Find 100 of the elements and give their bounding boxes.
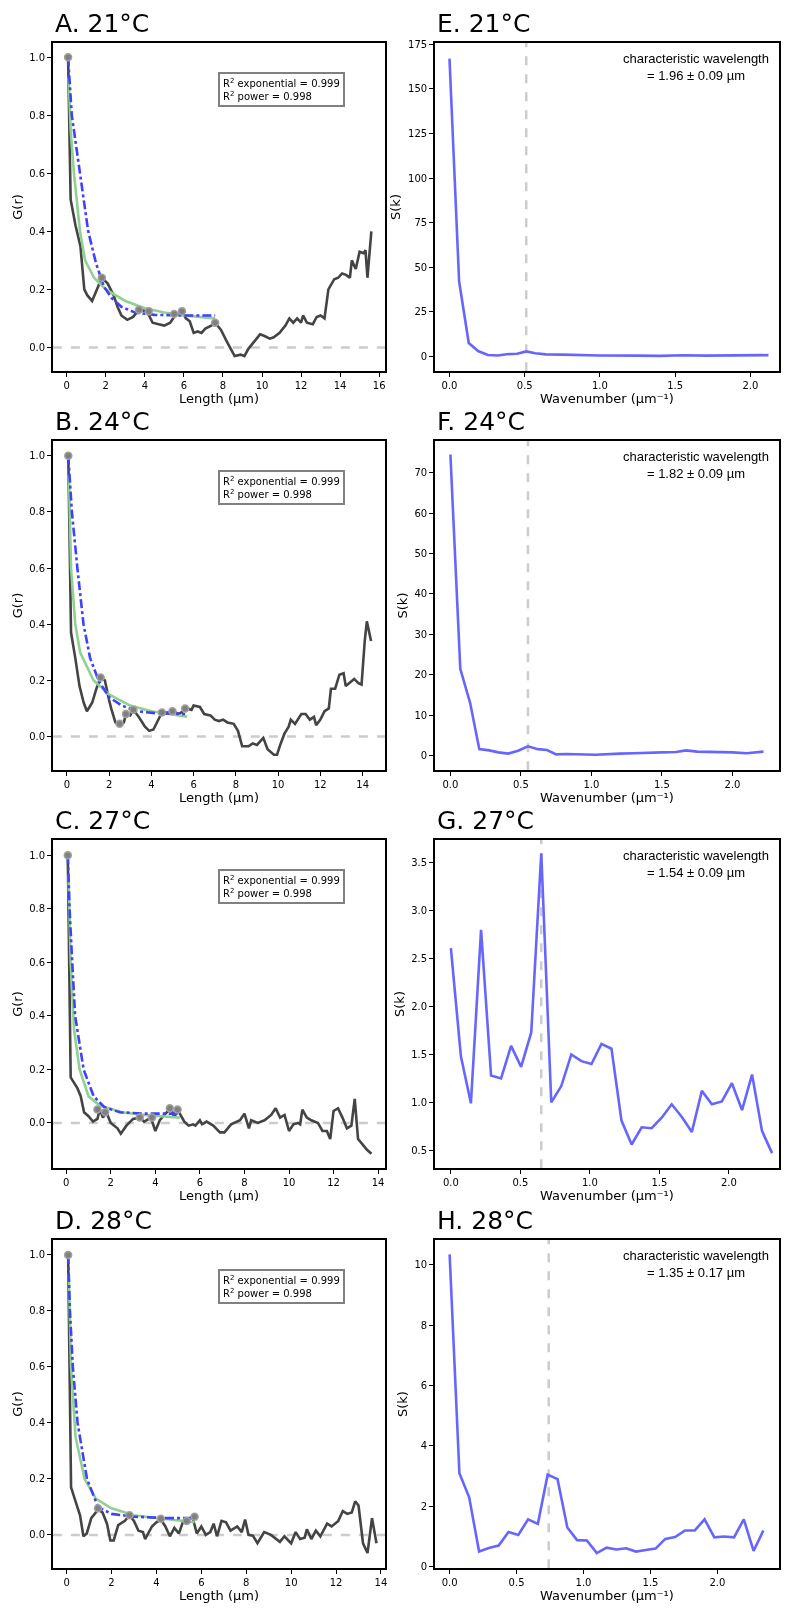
x-tick-label: 8 (219, 379, 227, 391)
y-tick-label: 0.4 (29, 1417, 46, 1429)
x-tick-label: 1.0 (575, 1576, 592, 1588)
y-tick-label: 50 (414, 548, 428, 560)
y-tick-label: 125 (408, 128, 428, 140)
point (93, 1105, 102, 1114)
x-tick-label: 0.5 (516, 379, 533, 391)
y-tick-label: 60 (414, 507, 428, 519)
chart-title: C. 27°C (55, 806, 151, 835)
point (125, 1511, 134, 1520)
x-tick-label: 0.5 (508, 1576, 525, 1588)
point (63, 1250, 73, 1260)
y-tick-label: 0.2 (29, 283, 46, 295)
x-tick-label: 2 (107, 1176, 114, 1188)
point (121, 709, 131, 719)
y-tick-label: 8 (420, 1319, 428, 1331)
chart-title: F. 24°C (437, 407, 526, 436)
point (180, 704, 190, 713)
x-tick-label: 0 (63, 1176, 70, 1188)
y-tick-label: 70 (414, 467, 428, 479)
y-tick-label: 10 (414, 709, 428, 721)
x-tick-label: 0.0 (442, 778, 459, 790)
x-tick-label: 14 (356, 778, 369, 790)
x-axis-title: Wavenumber (μm⁻¹) (540, 390, 674, 406)
x-tick-label: 6 (196, 1176, 204, 1188)
x-tick-label: 6 (190, 778, 197, 790)
point (100, 1108, 110, 1117)
x-tick-label: 12 (329, 1576, 343, 1588)
x-tick-label: 0.0 (442, 1176, 459, 1188)
x-tick-label: 0.0 (441, 1576, 458, 1588)
x-tick-label: 2.0 (724, 778, 741, 790)
y-tick-label: 6 (420, 1380, 428, 1392)
y-axis-title: S(k) (388, 194, 404, 220)
y-tick-label: 0.5 (411, 1144, 428, 1156)
y-axis-title: S(k) (394, 1391, 410, 1417)
y-tick-label: 3.0 (411, 905, 428, 917)
x-tick-label: 1.5 (642, 1576, 659, 1588)
annotation: R$^{2}$ exponential = 0.999 R$^{2}$ power = 0.998 (223, 874, 340, 900)
y-tick-label: 1.0 (29, 849, 46, 861)
point (182, 1516, 191, 1526)
y-tick-label: 0.0 (29, 730, 46, 742)
y-tick-label: 75 (414, 217, 428, 229)
y-tick-label: 0.2 (29, 674, 46, 686)
x-tick-label: 14 (371, 1176, 385, 1188)
y-tick-label: 30 (414, 628, 428, 640)
x-axis-title: Length (µm) (178, 1587, 259, 1603)
point (63, 53, 73, 62)
x-tick-label: 2 (102, 379, 109, 391)
point (210, 318, 220, 327)
x-tick-label: 1.0 (583, 778, 600, 790)
x-tick-label: 0.5 (512, 1176, 529, 1188)
point (157, 708, 167, 717)
x-tick-label: 2.0 (742, 379, 759, 391)
x-axis-title: Wavenumber (μm⁻¹) (540, 1587, 674, 1603)
line-series (449, 851, 774, 1155)
x-tick-label: 4 (141, 379, 149, 391)
annotation: characteristic wavelength = 1.96 ± 0.09 µm (623, 51, 769, 83)
y-tick-label: 0.6 (29, 1361, 46, 1373)
y-tick-label: 0.6 (29, 956, 46, 968)
x-tick-label: 12 (314, 778, 327, 790)
y-tick-label: 0.8 (29, 506, 46, 518)
x-tick-label: 16 (372, 379, 386, 391)
point (169, 309, 179, 319)
x-axis-title: Length (µm) (178, 789, 259, 805)
x-tick-label: 0 (63, 778, 70, 790)
point (173, 1105, 182, 1114)
x-tick-label: 1.5 (654, 778, 670, 790)
annotation: R$^{2}$ exponential = 0.999 R$^{2}$ power = 0.998 (223, 1274, 340, 1300)
x-tick-label: 10 (271, 778, 285, 790)
x-tick-label: 8 (241, 1176, 248, 1188)
x-tick-label: 4 (152, 1176, 159, 1188)
x-tick-label: 6 (198, 1576, 205, 1588)
point (97, 273, 107, 283)
y-tick-label: 0 (420, 350, 428, 362)
y-tick-label: 0.6 (29, 562, 46, 574)
chart-title: E. 21°C (437, 9, 531, 38)
y-tick-label: 100 (408, 172, 428, 184)
y-axis-title: S(k) (391, 991, 407, 1017)
x-tick-label: 14 (374, 1576, 388, 1588)
y-tick-label: 0 (420, 750, 428, 762)
annotation: R$^{2}$ exponential = 0.999 R$^{2}$ power = 0.998 (223, 475, 340, 501)
y-tick-label: 0.8 (29, 109, 46, 121)
y-axis-title: G(r) (9, 592, 25, 619)
x-tick-label: 6 (180, 379, 188, 391)
point (129, 705, 138, 715)
x-tick-label: 1.5 (667, 379, 684, 391)
y-tick-label: 0.4 (29, 225, 46, 237)
y-tick-label: 50 (414, 261, 428, 273)
x-axis-title: Length (µm) (178, 1187, 259, 1203)
y-tick-label: 0.2 (29, 1473, 46, 1485)
y-tick-label: 1.5 (411, 1048, 428, 1060)
y-tick-label: 0.0 (29, 1529, 46, 1541)
y-tick-label: 2 (420, 1500, 428, 1512)
point (63, 851, 73, 860)
chart-title: D. 28°C (55, 1206, 152, 1235)
y-tick-label: 10 (414, 1259, 428, 1271)
x-tick-label: 12 (327, 1176, 340, 1188)
x-tick-label: 12 (294, 379, 308, 391)
y-tick-label: 4 (420, 1440, 428, 1452)
y-tick-label: 0.8 (29, 1305, 46, 1317)
